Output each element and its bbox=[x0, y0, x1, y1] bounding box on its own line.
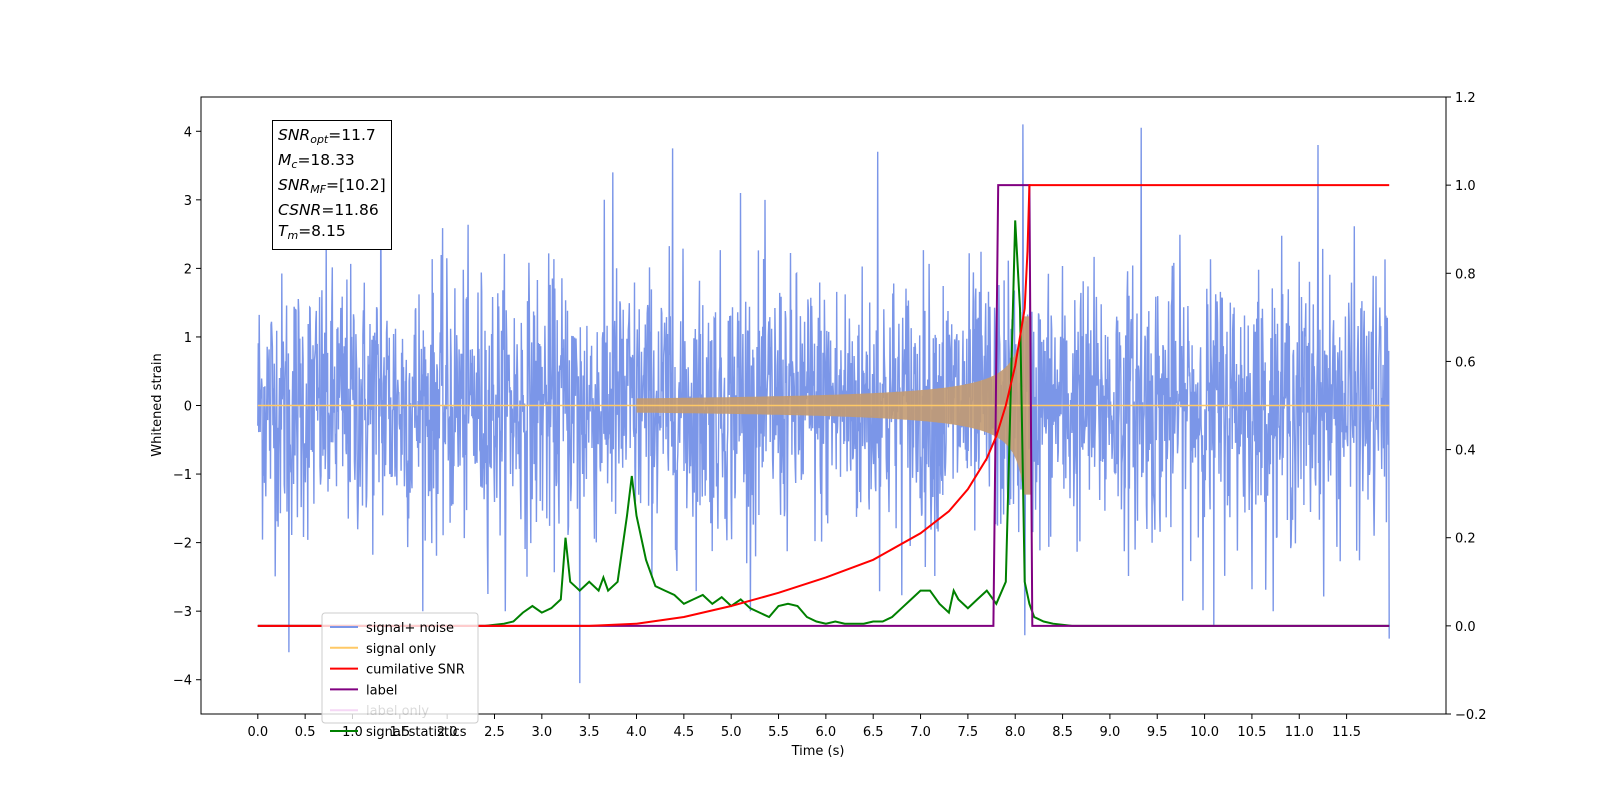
x-tick-label: 11.0 bbox=[1285, 725, 1314, 740]
x-tick-label: 3.0 bbox=[531, 725, 552, 740]
x-tick-label: 8.0 bbox=[1005, 725, 1026, 740]
x-tick-label: 5.0 bbox=[721, 725, 742, 740]
y-tick-label: 4 bbox=[184, 125, 192, 140]
x-tick-label: 0.0 bbox=[247, 725, 268, 740]
y-tick-label: 1 bbox=[184, 331, 192, 346]
x-tick-label: 5.5 bbox=[768, 725, 789, 740]
axes: 0.0 0.5 1.0 1.5 2.0 2.5 3.0 3.5 4.0 4.5 5.0 5.5 6.0 6… bbox=[173, 91, 1487, 740]
y2-tick-label: 0.8 bbox=[1455, 267, 1476, 282]
x-tick-label: 1.0 bbox=[342, 725, 363, 740]
x-axis-label: Time (s) bbox=[791, 744, 845, 759]
x-tick-label: 9.0 bbox=[1100, 725, 1121, 740]
y2-tick-label: 1.2 bbox=[1455, 91, 1476, 106]
snr-opt-annotation: SNRopt=11.7 bbox=[278, 126, 376, 146]
y-tick-label: −2 bbox=[173, 537, 192, 552]
x-tick-label: 7.5 bbox=[958, 725, 979, 740]
statistics-annotation-box: SNRopt=11.7 Mc=18.33 SNRMF=[10.2] CSNR=1… bbox=[272, 120, 392, 250]
csnr-annotation: CSNR=11.86 bbox=[278, 201, 379, 219]
x-tick-label: 1.5 bbox=[389, 725, 410, 740]
legend: signal+ noise signal only cumilative SNR la… bbox=[321, 612, 479, 740]
x-tick-label: 0.5 bbox=[295, 725, 316, 740]
x-tick-label: 6.0 bbox=[816, 725, 837, 740]
y2-tick-label: 0.0 bbox=[1455, 620, 1476, 635]
legend-label: signal+ noise bbox=[366, 621, 454, 636]
snr-mf-annotation: SNRMF=[10.2] bbox=[278, 176, 386, 196]
x-tick-label: 11.5 bbox=[1332, 725, 1361, 740]
legend-label: cumilative SNR bbox=[366, 663, 465, 678]
y-axis-label: Whitened strain bbox=[150, 353, 165, 456]
merger-time-annotation: Tm=8.15 bbox=[278, 222, 346, 242]
x-tick-label: 2.5 bbox=[484, 725, 505, 740]
chirp-mass-annotation: Mc=18.33 bbox=[278, 151, 355, 171]
y2-tick-label: −0.2 bbox=[1455, 708, 1487, 723]
x-tick-label: 6.5 bbox=[863, 725, 884, 740]
legend-label: signal statistics bbox=[366, 725, 467, 740]
x-tick-label: 4.5 bbox=[674, 725, 695, 740]
x-tick-label: 2.0 bbox=[437, 725, 458, 740]
x-tick-label: 7.0 bbox=[910, 725, 931, 740]
x-tick-label: 8.5 bbox=[1052, 725, 1073, 740]
signal-noise-line bbox=[257, 124, 1390, 684]
cumulative-snr-line bbox=[257, 184, 1390, 627]
y2-tick-label: 0.6 bbox=[1455, 355, 1476, 370]
y2-tick-label: 1.0 bbox=[1455, 179, 1476, 194]
x-tick-label: 10.5 bbox=[1237, 725, 1266, 740]
x-tick-label: 3.5 bbox=[579, 725, 600, 740]
legend-label: signal only bbox=[366, 642, 436, 657]
x-tick-label: 9.5 bbox=[1147, 725, 1168, 740]
y-tick-label: −3 bbox=[173, 605, 192, 620]
y-tick-label: 3 bbox=[184, 194, 192, 209]
legend-label: label only bbox=[366, 704, 429, 719]
x-tick-label: 10.0 bbox=[1190, 725, 1219, 740]
y-tick-label: −4 bbox=[173, 674, 192, 689]
y-tick-label: −1 bbox=[173, 468, 192, 483]
signal-statistics-line bbox=[257, 220, 1390, 627]
legend-box bbox=[321, 612, 479, 724]
y2-tick-label: 0.2 bbox=[1455, 532, 1476, 547]
legend-label: label bbox=[366, 683, 397, 698]
y-tick-label: 2 bbox=[184, 262, 192, 277]
x-tick-label: 4.0 bbox=[626, 725, 647, 740]
y-tick-label: 0 bbox=[184, 400, 192, 415]
label-line bbox=[257, 184, 1390, 627]
plot-area bbox=[257, 124, 1390, 684]
y2-tick-label: 0.4 bbox=[1455, 444, 1476, 459]
